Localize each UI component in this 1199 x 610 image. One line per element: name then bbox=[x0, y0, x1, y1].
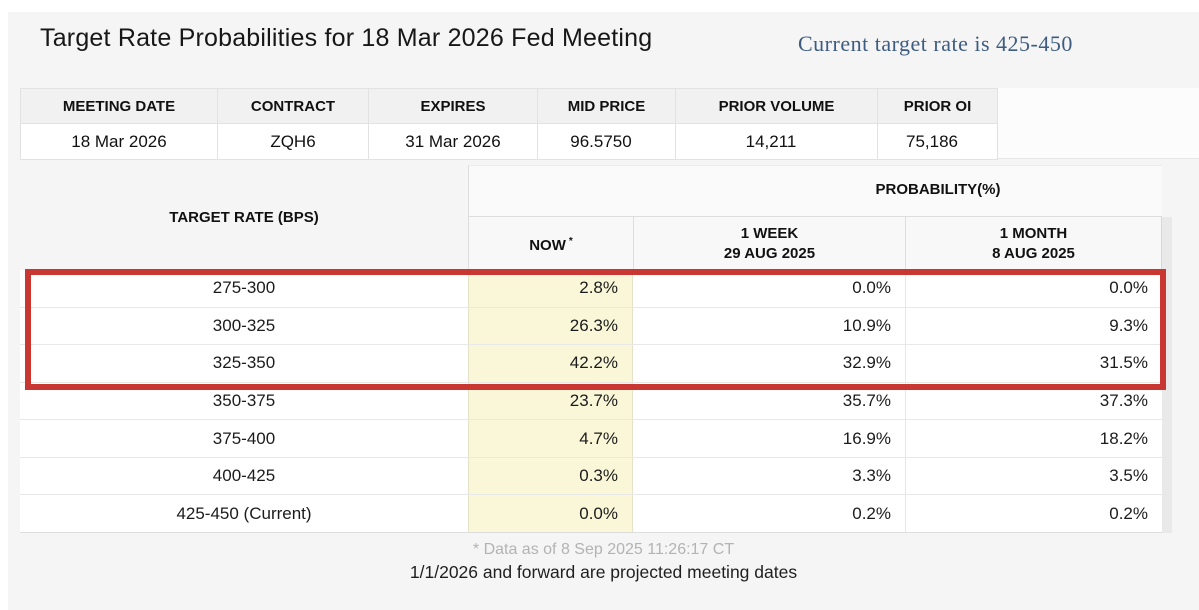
contract-header: CONTRACT bbox=[217, 88, 369, 124]
projected-dates-note: 1/1/2026 and forward are projected meeti… bbox=[409, 562, 798, 582]
now-value-cell: 2.8% bbox=[468, 270, 633, 307]
one-month-date: 8 AUG 2025 bbox=[992, 244, 1075, 262]
now-value-cell: 26.3% bbox=[468, 307, 633, 345]
prior-volume-header: PRIOR VOLUME bbox=[675, 88, 878, 124]
now-value-cell: 42.2% bbox=[468, 345, 633, 382]
prior-oi-cell: 75,186 bbox=[877, 123, 998, 160]
contract-table: MEETING DATE CONTRACT EXPIRES MID PRICE … bbox=[20, 88, 998, 160]
mid-price-header: MID PRICE bbox=[537, 88, 676, 124]
now-label: NOW bbox=[529, 236, 566, 254]
rate-range-cell: 300-325 bbox=[212, 315, 276, 335]
month-value-cell: 0.0% bbox=[905, 270, 1162, 307]
week-value-cell: 32.9% bbox=[842, 353, 891, 373]
target-rate-bps-header: TARGET RATE (BPS) bbox=[169, 209, 319, 226]
prob-row-425-450-current: 425-450 (Current) 0.0% 0.2% 0.2% bbox=[20, 494, 1162, 533]
now-value-cell: 4.7% bbox=[468, 420, 633, 457]
probability-rows: 275-300 2.8% 0.0% 0.0% 300-325 26.3% 10.… bbox=[20, 270, 1162, 533]
week-value-cell: 10.9% bbox=[842, 315, 891, 335]
expires-cell: 31 Mar 2026 bbox=[368, 123, 538, 160]
prior-volume-cell: 14,211 bbox=[675, 123, 878, 160]
week-value-cell: 16.9% bbox=[842, 428, 891, 448]
month-value-cell: 31.5% bbox=[905, 345, 1162, 382]
data-as-of-footnote: * Data as of 8 Sep 2025 11:26:17 CT bbox=[472, 541, 735, 558]
month-value-cell: 37.3% bbox=[905, 382, 1162, 420]
month-value-cell: 3.5% bbox=[905, 457, 1162, 495]
one-week-label: 1 WEEK bbox=[740, 224, 799, 242]
probability-percent-label: PROBABILITY(%) bbox=[875, 181, 1001, 198]
vertical-scrollbar-track[interactable] bbox=[1162, 217, 1172, 533]
week-value-cell: 3.3% bbox=[852, 466, 891, 486]
now-value-cell: 0.3% bbox=[468, 457, 633, 495]
prob-row-400-425: 400-425 0.3% 3.3% 3.5% bbox=[20, 456, 1162, 495]
prior-oi-header: PRIOR OI bbox=[877, 88, 998, 124]
month-value-cell: 18.2% bbox=[905, 420, 1162, 457]
current-target-rate-note: Current target rate is 425-450 bbox=[798, 31, 1073, 56]
page-title: Target Rate Probabilities for 18 Mar 202… bbox=[40, 24, 653, 52]
rate-range-cell: 400-425 bbox=[212, 466, 276, 486]
prob-row-275-300: 275-300 2.8% 0.0% 0.0% bbox=[20, 270, 1162, 307]
prob-row-325-350: 325-350 42.2% 32.9% 31.5% bbox=[20, 344, 1162, 382]
rate-range-cell: 425-450 (Current) bbox=[176, 503, 312, 523]
mid-price-cell: 96.5750 bbox=[537, 123, 676, 160]
one-month-label: 1 MONTH bbox=[999, 224, 1068, 242]
contract-data-row: 18 Mar 2026 ZQH6 31 Mar 2026 96.5750 14,… bbox=[20, 123, 998, 160]
contract-cell: ZQH6 bbox=[217, 123, 369, 160]
rate-range-cell: 325-350 bbox=[212, 353, 276, 373]
week-value-cell: 0.0% bbox=[852, 278, 891, 298]
now-value-cell: 0.0% bbox=[468, 495, 633, 533]
contract-header-row: MEETING DATE CONTRACT EXPIRES MID PRICE … bbox=[20, 88, 998, 124]
meeting-date-header: MEETING DATE bbox=[20, 88, 218, 124]
meeting-date-cell: 18 Mar 2026 bbox=[20, 123, 218, 160]
expires-header: EXPIRES bbox=[368, 88, 538, 124]
now-footnote-asterisk: * bbox=[568, 235, 573, 247]
prob-row-300-325: 300-325 26.3% 10.9% 9.3% bbox=[20, 306, 1162, 345]
week-value-cell: 35.7% bbox=[842, 391, 891, 411]
now-column-header: NOW * bbox=[468, 217, 633, 270]
header-table-right-spacer bbox=[997, 88, 1199, 159]
rate-range-cell: 375-400 bbox=[212, 428, 276, 448]
month-value-cell: 9.3% bbox=[905, 307, 1162, 345]
month-value-cell: 0.2% bbox=[905, 495, 1162, 533]
one-week-date: 29 AUG 2025 bbox=[723, 244, 816, 262]
week-value-cell: 0.2% bbox=[852, 503, 891, 523]
now-value-cell: 23.7% bbox=[468, 382, 633, 420]
prob-row-350-375: 350-375 23.7% 35.7% 37.3% bbox=[20, 381, 1162, 420]
probability-header-band: PROBABILITY(%) bbox=[468, 165, 1162, 217]
main-panel: Target Rate Probabilities for 18 Mar 202… bbox=[8, 12, 1199, 610]
prob-row-375-400: 375-400 4.7% 16.9% 18.2% bbox=[20, 419, 1162, 457]
one-month-column-header: 1 MONTH 8 AUG 2025 bbox=[905, 217, 1162, 270]
rate-range-cell: 275-300 bbox=[212, 278, 276, 298]
rate-range-cell: 350-375 bbox=[212, 391, 276, 411]
one-week-column-header: 1 WEEK 29 AUG 2025 bbox=[633, 217, 905, 270]
